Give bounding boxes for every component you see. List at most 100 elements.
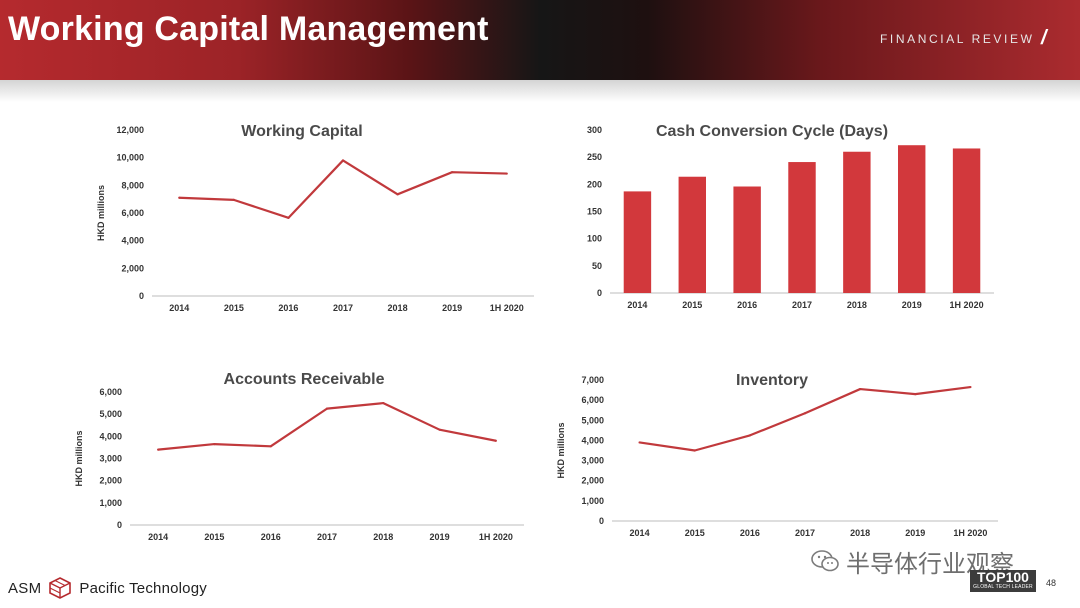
working-capital-chart: Working Capital HKD millions 0 2,000 4,000 6,…	[96, 123, 534, 313]
x-tick-label: 2014	[630, 528, 650, 538]
series-line	[158, 401, 497, 451]
y-tick-label: 200	[587, 179, 602, 189]
y-tick-label: 3,000	[99, 454, 122, 464]
y-tick-label: 12,000	[116, 125, 144, 135]
x-tick-label: 2019	[902, 300, 922, 310]
y-tick-label: 300	[587, 125, 602, 135]
inventory-chart: Inventory HKD millions 0 1,000 2,000 3,000 4,0…	[556, 372, 998, 538]
y-tick-label: 8,000	[121, 180, 144, 190]
data-point	[213, 442, 216, 446]
y-tick-label: 2,000	[581, 476, 604, 486]
header-shadow	[0, 80, 1080, 102]
x-tick-label: 2016	[740, 528, 760, 538]
page-title: Working Capital Management	[8, 10, 489, 48]
data-point	[859, 387, 862, 391]
x-tick-label: 2015	[224, 303, 244, 313]
y-tick-label: 0	[117, 520, 122, 530]
badge-big-text: TOP100	[977, 569, 1029, 585]
data-point	[287, 216, 290, 219]
y-tick-label: 4,000	[121, 236, 144, 246]
y-tick-label: 250	[587, 152, 602, 162]
company-logo: ASM Pacific Technology	[8, 576, 207, 600]
bar	[678, 176, 706, 293]
y-tick-label: 100	[587, 234, 602, 244]
y-tick-label: 150	[587, 207, 602, 217]
section-slash: /	[1041, 27, 1047, 49]
data-point	[382, 401, 385, 405]
x-tick-label: 2019	[905, 528, 925, 538]
chart-title: Cash Conversion Cycle (Days)	[656, 123, 888, 140]
x-tick-label: 2016	[278, 303, 298, 313]
x-tick-label: 2014	[148, 532, 168, 542]
x-tick-label: 2017	[792, 300, 812, 310]
y-tick-label: 6,000	[581, 395, 604, 405]
y-tick-label: 2,000	[121, 263, 144, 273]
series-line	[179, 159, 507, 219]
y-axis-label: HKD millions	[74, 430, 84, 486]
data-point	[494, 439, 497, 442]
data-point	[325, 407, 329, 410]
section-tag: FINANCIAL REVIEW	[880, 32, 1035, 46]
data-point	[748, 434, 751, 437]
x-tick-label: 2018	[388, 303, 408, 313]
data-point	[341, 159, 345, 162]
badge-small-text: GLOBAL TECH LEADER	[973, 584, 1033, 590]
x-tick-label: 2016	[261, 532, 281, 542]
y-tick-label: 1,000	[581, 496, 604, 506]
data-point	[438, 428, 441, 431]
x-tick-label: 1H 2020	[479, 532, 513, 542]
y-tick-label: 3,000	[581, 456, 604, 466]
x-tick-label: 2018	[847, 300, 867, 310]
x-tick-label: 2018	[850, 528, 870, 538]
x-tick-label: 2017	[795, 528, 815, 538]
data-point	[505, 172, 508, 175]
data-point	[969, 385, 972, 389]
company-name-left: ASM	[8, 579, 42, 597]
y-tick-label: 0	[599, 516, 604, 526]
x-tick-label: 2019	[430, 532, 450, 542]
chart-title: Inventory	[736, 372, 808, 389]
y-tick-label: 6,000	[99, 387, 122, 397]
data-point	[803, 412, 807, 415]
y-axis-label: HKD millions	[96, 185, 106, 241]
chart-title: Accounts Receivable	[224, 371, 385, 388]
top100-badge: TOP100 GLOBAL TECH LEADER	[970, 570, 1036, 592]
y-tick-label: 50	[592, 261, 602, 271]
accounts-receivable-chart: Accounts Receivable HKD millions 0 1,000 2,0…	[74, 371, 524, 542]
data-point	[914, 393, 917, 396]
series-line	[639, 385, 971, 452]
cash-conversion-cycle-chart: Cash Conversion Cycle (Days) 0 50 100 150 200…	[587, 123, 994, 310]
bar	[898, 145, 926, 293]
bar	[623, 191, 652, 293]
x-tick-label: 2015	[682, 300, 702, 310]
y-tick-label: 10,000	[116, 153, 144, 163]
y-tick-label: 4,000	[581, 435, 604, 445]
data-point	[638, 441, 641, 444]
y-tick-label: 6,000	[121, 208, 144, 218]
data-point	[269, 445, 272, 448]
data-point	[396, 193, 399, 196]
y-tick-label: 5,000	[99, 409, 122, 419]
bar	[733, 186, 761, 293]
x-tick-label: 1H 2020	[953, 528, 987, 538]
x-tick-label: 1H 2020	[950, 300, 984, 310]
data-point	[693, 449, 696, 452]
asm-cube-logo-icon	[49, 577, 72, 599]
data-point	[178, 196, 181, 199]
page-number: 48	[1046, 578, 1057, 588]
x-tick-label: 2014	[627, 300, 647, 310]
x-tick-label: 2015	[204, 532, 224, 542]
x-tick-label: 2017	[333, 303, 353, 313]
y-tick-label: 5,000	[581, 415, 604, 425]
x-tick-label: 2017	[317, 532, 337, 542]
x-tick-label: 2019	[442, 303, 462, 313]
bar	[952, 148, 981, 293]
chart-title: Working Capital	[241, 123, 363, 140]
x-tick-label: 2014	[169, 303, 189, 313]
data-point	[451, 171, 454, 174]
x-tick-label: 2016	[737, 300, 757, 310]
y-axis-label: HKD millions	[556, 422, 566, 478]
wechat-icon	[811, 550, 839, 572]
company-name-right: Pacific Technology	[79, 579, 207, 597]
y-tick-label: 2,000	[99, 476, 122, 486]
